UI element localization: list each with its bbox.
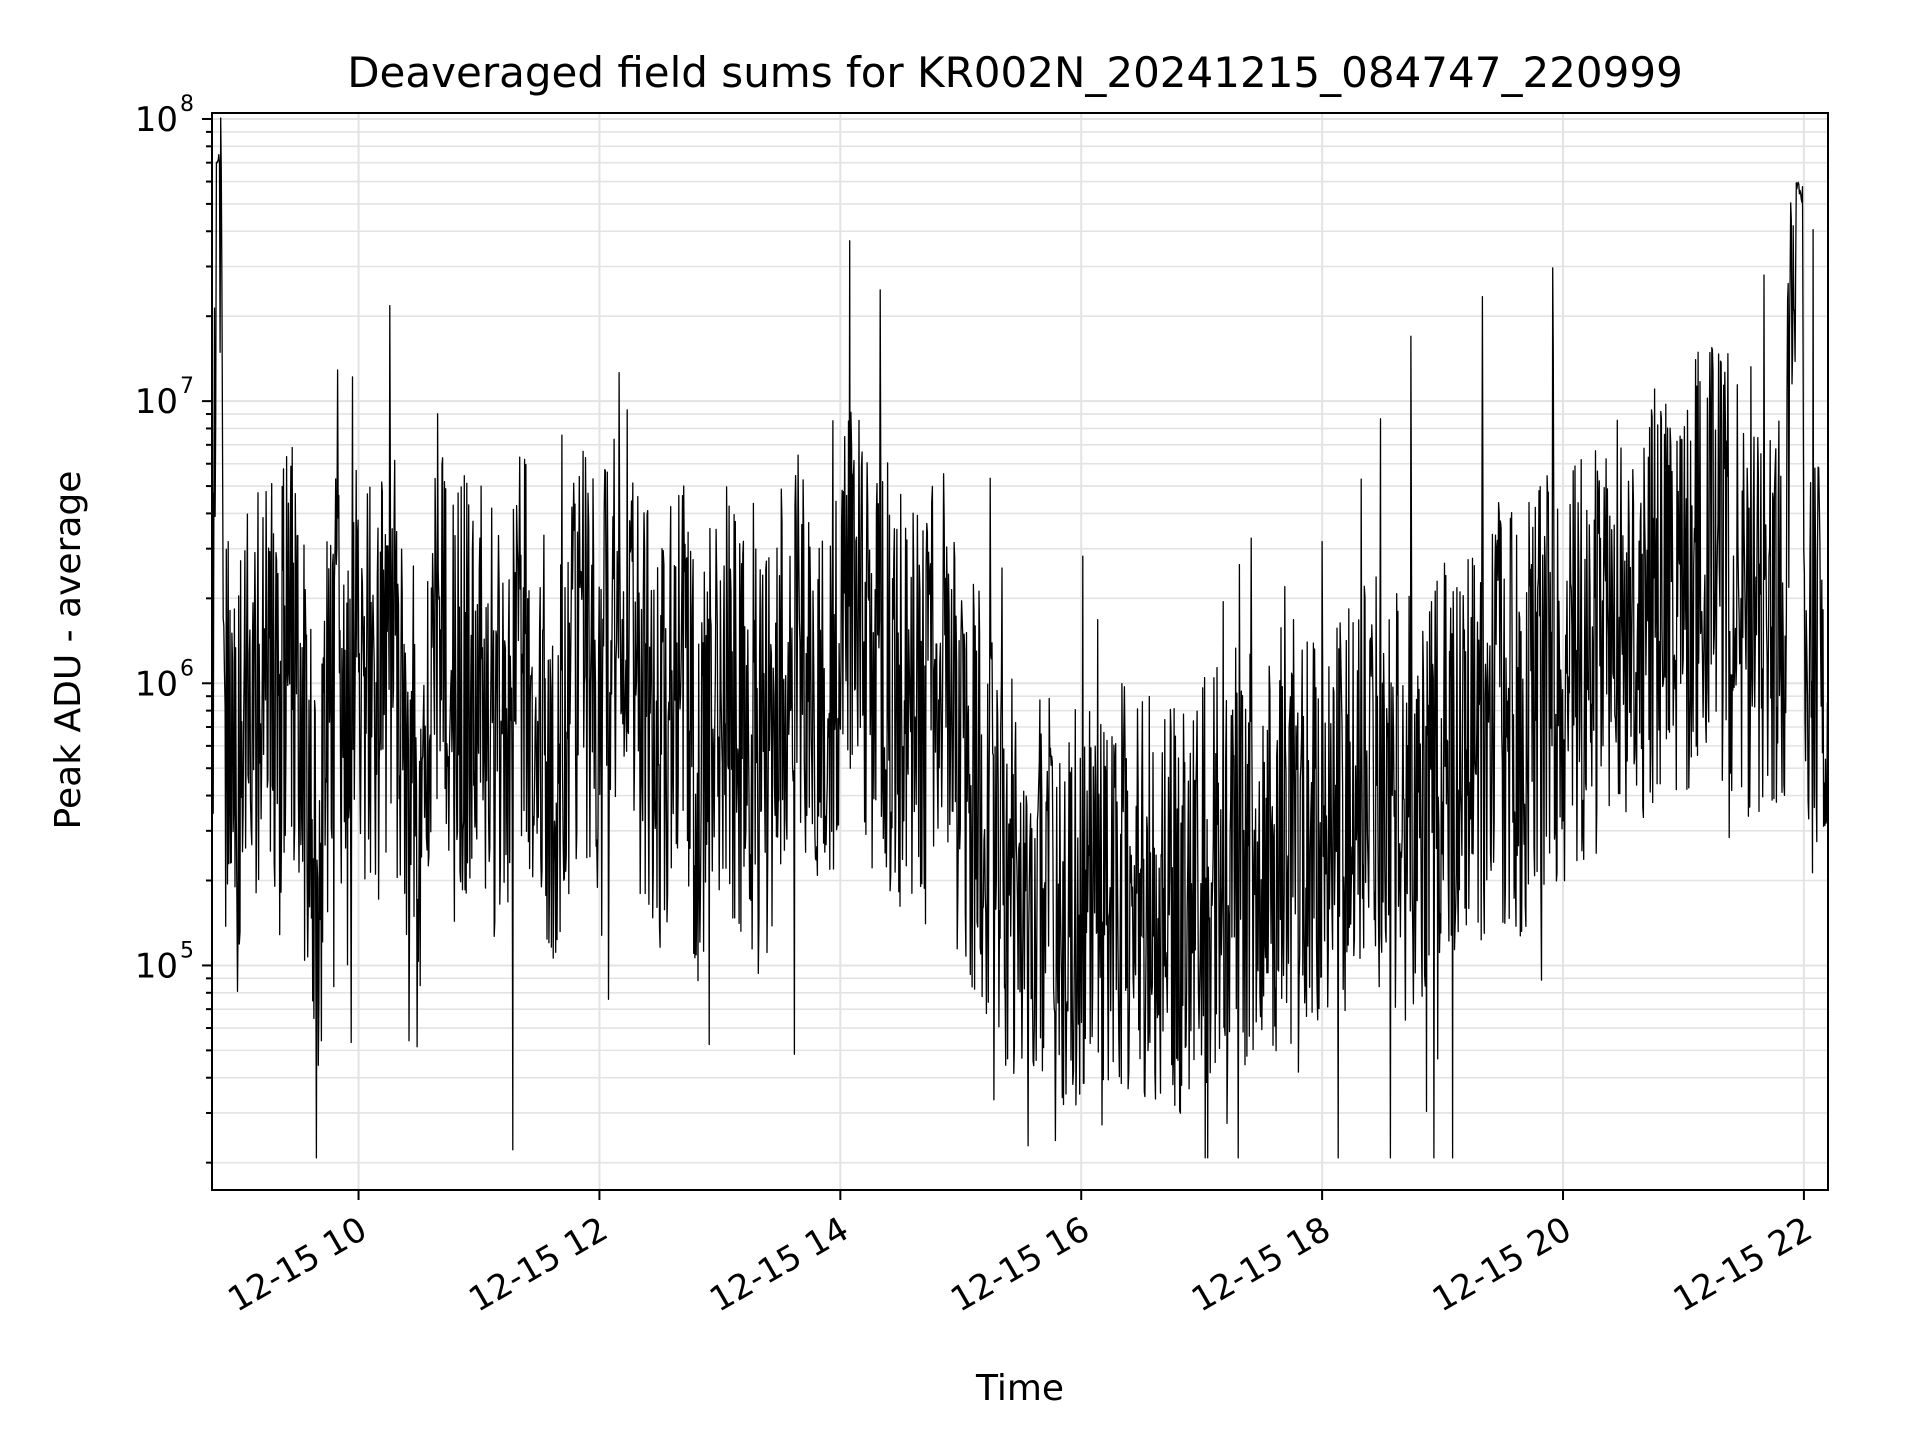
series-line	[211, 117, 1829, 1159]
y-tick-label-exponent: 8	[180, 92, 194, 117]
y-tick-label: 10	[135, 946, 178, 986]
y-tick-label-exponent: 7	[180, 374, 194, 399]
chart-title: Deaveraged field sums for KR002N_2024121…	[347, 48, 1683, 97]
x-axis-label: Time	[975, 1368, 1064, 1409]
y-tick-label: 10	[135, 664, 178, 704]
grid-layer	[212, 113, 1828, 1190]
y-tick-label: 10	[135, 100, 178, 140]
y-tick-label-exponent: 5	[180, 938, 194, 963]
y-tick-label-exponent: 6	[180, 656, 194, 681]
data-layer	[211, 117, 1829, 1159]
y-tick-label: 10	[135, 382, 178, 422]
y-axis-label: Peak ADU - average	[48, 471, 89, 830]
plot-frame	[211, 112, 1829, 1191]
